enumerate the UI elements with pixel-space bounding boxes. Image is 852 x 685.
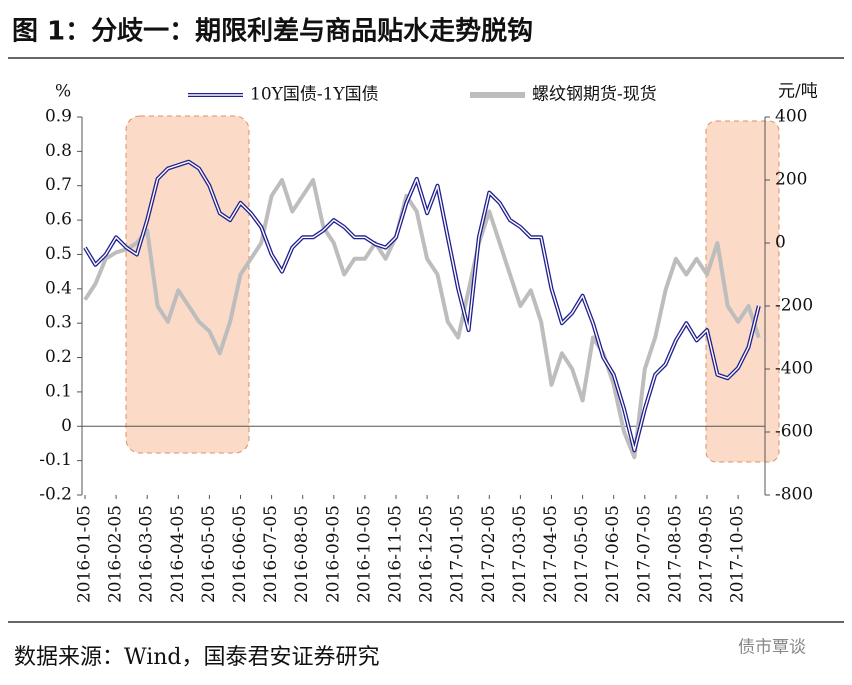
y-tick-label: 0.4: [45, 278, 72, 298]
x-tick-label: 2016-01-05: [75, 505, 95, 603]
y2-tick-label: 400: [775, 107, 807, 127]
x-tick-label: 2016-06-05: [230, 505, 250, 603]
legend-label: 螺纹钢期货-现货: [532, 85, 657, 105]
x-tick-label: 2017-02-05: [479, 505, 499, 603]
legend-label: 10Y国债-1Y国债: [250, 85, 379, 105]
y2-tick-label: 0: [775, 233, 786, 253]
y-tick-label: 0.3: [45, 313, 72, 333]
x-tick-label: 2016-12-05: [417, 505, 437, 603]
y-tick-label: 0.8: [45, 141, 72, 161]
y-tick-label: -0.2: [39, 485, 72, 505]
x-tick-label: 2016-04-05: [168, 505, 188, 603]
x-tick-label: 2017-10-05: [728, 505, 748, 603]
series-line-inner: [84, 161, 760, 451]
x-tick-label: 2016-05-05: [199, 505, 219, 603]
y-axis-label: %: [55, 82, 71, 102]
highlight-box: [125, 115, 250, 454]
x-tick-label: 2016-09-05: [323, 505, 343, 603]
x-tick-label: 2017-06-05: [603, 505, 623, 603]
y-tick-label: -0.1: [39, 450, 72, 470]
x-tick-label: 2017-07-05: [634, 505, 654, 603]
highlight-box: [705, 120, 780, 463]
x-tick-label: 2016-08-05: [292, 505, 312, 603]
y-tick-label: 0.9: [45, 107, 72, 127]
y2-tick-label: -200: [775, 296, 813, 316]
y-tick-label: 0.2: [45, 347, 72, 367]
x-tick-label: 2017-04-05: [541, 505, 561, 603]
x-tick-label: 2017-01-05: [448, 505, 468, 603]
x-tick-label: 2016-10-05: [354, 505, 374, 603]
y2-tick-label: -800: [775, 485, 813, 505]
y-tick-label: 0.7: [45, 175, 72, 195]
y2-tick-label: -400: [775, 359, 813, 379]
series-line: [83, 178, 761, 460]
x-tick-label: 2017-08-05: [665, 505, 685, 603]
y2-axis-label: 元/吨: [778, 82, 818, 102]
y2-tick-label: -600: [775, 422, 813, 442]
x-tick-label: 2017-09-05: [697, 505, 717, 603]
y-tick-label: 0.5: [45, 244, 72, 264]
x-tick-label: 2016-11-05: [386, 505, 406, 603]
y-tick-label: 0.6: [45, 210, 72, 230]
x-tick-label: 2017-03-05: [510, 505, 530, 603]
chart-title: 图 1：分歧一：期限利差与商品贴水走势脱钩: [12, 16, 533, 47]
watermark: 债市覃谈: [738, 638, 806, 658]
y-tick-label: 0.1: [45, 381, 72, 401]
y2-tick-label: 200: [775, 170, 807, 190]
x-tick-label: 2017-05-05: [572, 505, 592, 603]
y-tick-label: 0: [61, 416, 72, 436]
x-tick-label: 2016-07-05: [261, 505, 281, 603]
x-tick-label: 2016-02-05: [106, 505, 126, 603]
source: 数据来源：Wind，国泰君安证券研究: [14, 645, 380, 670]
x-tick-label: 2016-03-05: [137, 505, 157, 603]
